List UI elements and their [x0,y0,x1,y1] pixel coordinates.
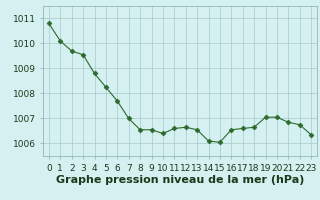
X-axis label: Graphe pression niveau de la mer (hPa): Graphe pression niveau de la mer (hPa) [56,175,304,185]
